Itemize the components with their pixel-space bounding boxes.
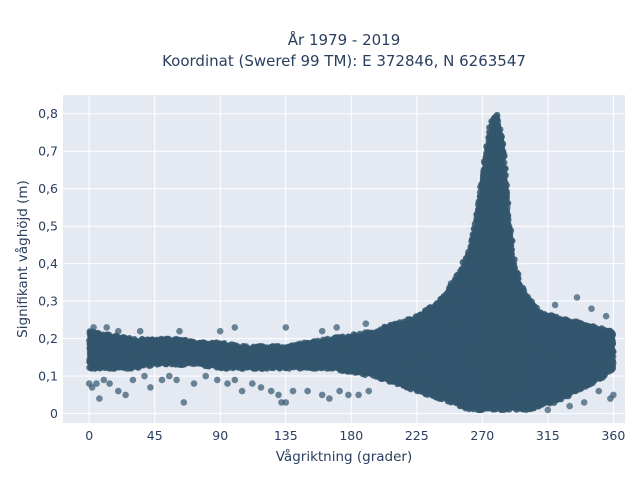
data-points	[85, 111, 617, 414]
